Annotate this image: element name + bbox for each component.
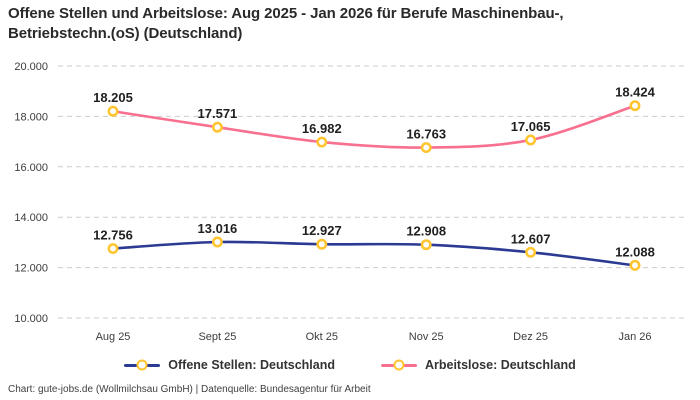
data-point-label: 17.065 — [511, 119, 551, 134]
data-point-marker — [107, 105, 119, 117]
data-point-label: 12.088 — [615, 244, 655, 259]
data-point-label: 12.908 — [406, 224, 446, 239]
x-axis-tick-label: Nov 25 — [409, 331, 444, 343]
chart-title-line2: Betriebstechn.(oS) (Deutschland) — [8, 25, 243, 42]
chart-title: Offene Stellen und Arbeitslose: Aug 2025… — [8, 4, 696, 44]
y-axis-tick-label: 10.000 — [14, 313, 48, 325]
data-point-label: 12.927 — [302, 223, 342, 238]
data-point-marker — [211, 236, 223, 248]
y-axis-tick-label: 20.000 — [14, 61, 48, 73]
data-point-label: 18.424 — [615, 85, 656, 100]
y-axis-tick-label: 16.000 — [14, 162, 48, 174]
data-point-label: 18.205 — [93, 90, 133, 105]
series-line — [111, 240, 637, 267]
y-axis-tick-label: 18.000 — [14, 111, 48, 123]
data-point-label: 13.016 — [198, 221, 238, 236]
attribution-text: Chart: gute-jobs.de (Wollmilchsau GmbH) … — [8, 384, 371, 395]
data-point-marker — [316, 238, 328, 250]
x-axis-tick-label: Okt 25 — [306, 331, 338, 343]
x-axis-tick-label: Aug 25 — [96, 331, 131, 343]
legend-line-marker-icon — [380, 359, 417, 372]
legend-label-arbeitslose: Arbeitslose: Deutschland — [424, 358, 576, 372]
data-point-marker — [316, 136, 328, 148]
data-point-marker — [525, 134, 537, 146]
x-axis-tick-label: Dez 25 — [513, 331, 548, 343]
y-axis-tick-label: 12.000 — [14, 263, 48, 275]
chart-canvas: 10.000 12.000 14.000 16.000 18.000 20.000 Aug … — [14, 61, 688, 343]
legend-line-marker-icon — [124, 359, 161, 372]
series-line — [111, 104, 637, 149]
data-point-marker — [629, 100, 641, 112]
data-point-marker — [629, 259, 641, 271]
x-axis-tick-label: Jan 26 — [618, 331, 651, 343]
data-point-marker — [211, 121, 223, 133]
data-point-marker — [420, 142, 432, 154]
data-point-label: 16.982 — [302, 121, 342, 136]
data-point-label: 17.571 — [198, 106, 238, 121]
y-axis-tick-label: 14.000 — [14, 212, 48, 224]
x-axis-tick-label: Sept 25 — [198, 331, 236, 343]
chart-legend: Offene Stellen: Deutschland Arbeitslose:… — [0, 358, 700, 372]
legend-item-arbeitslose[interactable]: Arbeitslose: Deutschland — [380, 358, 576, 372]
legend-label-offene-stellen: Offene Stellen: Deutschland — [168, 358, 335, 372]
data-point-marker — [420, 239, 432, 251]
data-point-label: 12.756 — [93, 228, 133, 243]
data-point-marker — [525, 246, 537, 258]
chart-title-line1: Offene Stellen und Arbeitslose: Aug 2025… — [8, 5, 564, 22]
data-point-marker — [107, 243, 119, 254]
data-point-label: 12.607 — [511, 231, 551, 246]
data-point-label: 16.763 — [406, 127, 446, 142]
legend-item-offene-stellen[interactable]: Offene Stellen: Deutschland — [124, 358, 335, 372]
